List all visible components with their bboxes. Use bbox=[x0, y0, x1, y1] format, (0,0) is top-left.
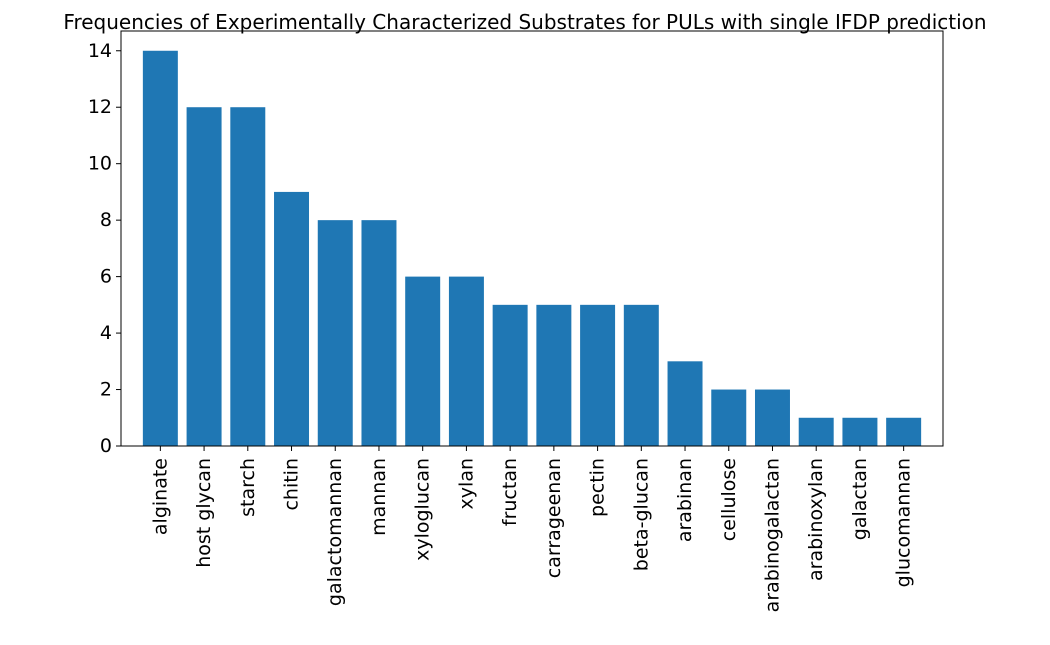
x-tick-label: mannan bbox=[368, 458, 390, 536]
x-tick-label: host glycan bbox=[193, 458, 215, 568]
x-tick-label: arabinan bbox=[674, 458, 696, 542]
bar-mannan bbox=[361, 220, 397, 446]
bar-xyloglucan bbox=[405, 276, 441, 446]
bar-xylan bbox=[448, 276, 484, 446]
y-tick-label: 10 bbox=[88, 153, 112, 175]
bar-starch bbox=[230, 107, 266, 446]
x-tick-label: carrageenan bbox=[543, 458, 565, 578]
x-tick-label: pectin bbox=[587, 458, 609, 517]
bar-arabinogalactan bbox=[754, 389, 790, 446]
bar-galactomannan bbox=[317, 220, 353, 446]
x-tick-label: galactomannan bbox=[324, 458, 346, 606]
y-tick-label: 0 bbox=[100, 435, 112, 457]
x-tick-label: starch bbox=[237, 458, 259, 517]
x-axis: alginate host glycan starch chitin galactoma… bbox=[149, 446, 915, 612]
bars-layer bbox=[142, 50, 922, 446]
x-tick-label: chitin bbox=[281, 458, 303, 511]
bar-pectin bbox=[580, 304, 616, 446]
x-tick-label: arabinoxylan bbox=[805, 458, 827, 581]
bar-fructan bbox=[492, 304, 528, 446]
bar-carrageenan bbox=[536, 304, 572, 446]
bar-beta-glucan bbox=[623, 304, 659, 446]
x-tick-label: alginate bbox=[149, 458, 171, 535]
x-tick-label: xylan bbox=[455, 458, 477, 509]
x-tick-label: xyloglucan bbox=[412, 458, 434, 561]
bar-arabinoxylan bbox=[798, 417, 834, 446]
x-tick-label: arabinogalactan bbox=[761, 458, 783, 612]
bar-chitin bbox=[274, 191, 310, 446]
y-tick-label: 14 bbox=[88, 40, 112, 62]
x-tick-label: galactan bbox=[849, 458, 871, 540]
plot-frame bbox=[120, 30, 944, 447]
y-tick-label: 12 bbox=[88, 96, 112, 118]
y-tick-label: 6 bbox=[100, 266, 112, 288]
x-tick-label: fructan bbox=[499, 458, 521, 526]
x-tick-label: cellulose bbox=[718, 458, 740, 541]
bar-glucomannan bbox=[886, 417, 922, 446]
bar-arabinan bbox=[667, 361, 703, 446]
y-axis: 0 2 4 6 8 10 12 14 bbox=[88, 40, 121, 457]
bar-host-glycan bbox=[186, 107, 222, 446]
bar-alginate bbox=[142, 50, 178, 446]
bar-cellulose bbox=[711, 389, 747, 446]
y-tick-label: 4 bbox=[100, 322, 112, 344]
x-tick-label: glucomannan bbox=[893, 458, 915, 587]
bar-galactan bbox=[842, 417, 878, 446]
y-tick-label: 8 bbox=[100, 209, 112, 231]
x-tick-label: beta-glucan bbox=[630, 458, 652, 571]
y-tick-label: 2 bbox=[100, 379, 112, 401]
chart-title: Frequencies of Experimentally Characteri… bbox=[63, 10, 986, 34]
